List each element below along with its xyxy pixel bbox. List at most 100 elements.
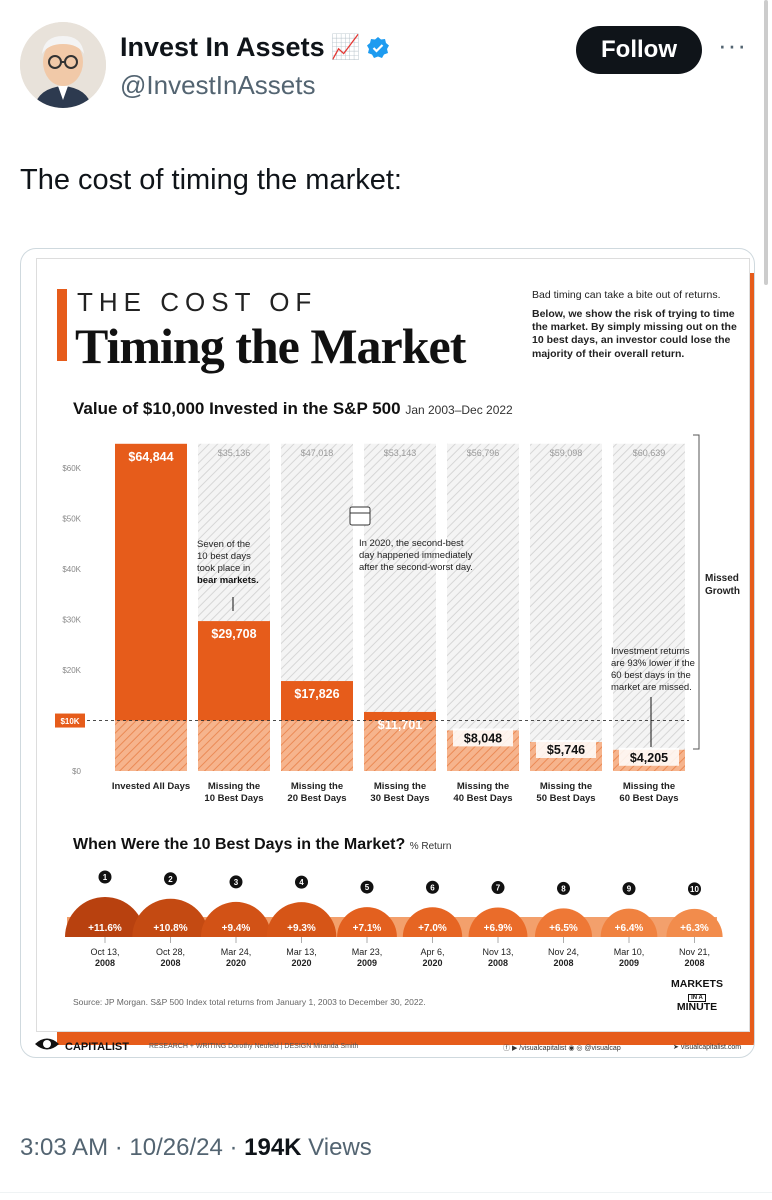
missed-growth-label: $56,796 xyxy=(467,448,500,458)
vc-social: ⓕ ▶ /visualcapitalist ◉ ◎ @visualcap xyxy=(503,1043,621,1053)
ytick-label: $50K xyxy=(62,515,81,524)
value-label-bg xyxy=(453,728,513,747)
vc-website-url: visualcapitalist.com xyxy=(680,1044,742,1051)
vc-credit: RESEARCH + WRITING Dorothy Neufeld | DES… xyxy=(149,1043,359,1050)
missed-growth-bar xyxy=(364,443,436,712)
chart-title: Value of $10,000 Invested in the S&P 500… xyxy=(73,399,513,419)
best-day-date-label: 2020 xyxy=(422,958,442,968)
best-day-date-label: 2008 xyxy=(160,958,180,968)
visual-capitalist-logo: VISUAL CAPITALIST xyxy=(33,1035,129,1053)
missed-growth-label: $35,136 xyxy=(218,448,251,458)
ytick-label: $0 xyxy=(72,767,81,776)
category-label: Missing the xyxy=(457,781,509,792)
tweet-timestamp[interactable]: 3:03 AM · 10/26/24 · 194K Views xyxy=(20,1134,372,1162)
views-label: Views xyxy=(301,1134,372,1161)
best-days-title: When Were the 10 Best Days in the Market… xyxy=(73,836,451,854)
category-label: 10 Best Days xyxy=(204,793,263,804)
category-label: 30 Best Days xyxy=(370,793,429,804)
best-day-date-label: Oct 13, xyxy=(90,947,119,957)
best-day-return-label: +9.3% xyxy=(287,923,316,934)
best-day-dome xyxy=(600,908,658,937)
rank-badge xyxy=(688,882,701,896)
chart-emoji-icon: 📈 xyxy=(330,34,361,61)
value-label: $17,826 xyxy=(294,687,339,701)
missed-growth-bar xyxy=(530,443,602,743)
vc-logo-line-1: VISUAL xyxy=(65,1035,91,1042)
rank-badge xyxy=(426,880,439,894)
timestamp-text[interactable]: 3:03 AM · 10/26/24 · xyxy=(20,1134,245,1161)
best-day-dome xyxy=(132,898,209,937)
ytick-label: $40K xyxy=(62,565,81,574)
rank-badge xyxy=(98,870,112,884)
visual-capitalist-eye-icon xyxy=(35,1038,59,1050)
rank-badge xyxy=(164,872,177,886)
rank-label: 8 xyxy=(561,884,566,893)
blurb-line-1: Bad timing can take a bite out of return… xyxy=(532,289,721,301)
tweet-text: The cost of timing the market: xyxy=(20,164,402,196)
best-day-date-label: Mar 13, xyxy=(286,947,317,957)
annotation-93pct-line-3: 60 best days in the xyxy=(611,670,691,681)
ytick-label: $10K xyxy=(60,717,79,726)
author-name[interactable]: Invest In Assets xyxy=(120,32,325,62)
vc-website: ➤ visualcapitalist.com xyxy=(673,1043,741,1051)
best-day-return-label: +9.4% xyxy=(222,923,251,934)
best-day-return-label: +6.9% xyxy=(484,923,513,934)
infographic-title-small: THE COST OF xyxy=(77,287,318,317)
annotation-bear-markets-line-2: 10 best days xyxy=(197,551,251,562)
infographic-title: Timing the Market xyxy=(75,318,466,374)
avatar-portrait-icon xyxy=(20,22,106,108)
rank-label: 10 xyxy=(690,885,699,894)
rank-badge xyxy=(622,882,636,896)
infographic: THE COST OF Timing the Market Bad timing… xyxy=(37,259,749,1031)
best-day-dome xyxy=(534,908,593,937)
rank-label: 9 xyxy=(627,885,632,894)
annotation-93pct-line-1: Investment returns xyxy=(611,646,690,657)
best-day-date-label: 2008 xyxy=(553,958,573,968)
best-day-date-label: 2008 xyxy=(95,958,115,968)
tweet-image[interactable]: THE COST OF Timing the Market Bad timing… xyxy=(20,248,755,1058)
value-bar-chart: $0 $10K $20K $30K $40K $50K $60K $64,844 Invest… xyxy=(55,434,740,804)
follow-button[interactable]: Follow xyxy=(576,26,702,74)
best-day-date-label: Apr 6, xyxy=(420,947,444,957)
author-name-row[interactable]: Invest In Assets 📈 xyxy=(120,32,390,63)
chart-subtitle: Jan 2003–Dec 2022 xyxy=(405,403,513,417)
ytick-label: $60K xyxy=(62,464,81,473)
value-bar-base xyxy=(364,720,436,771)
category-label: Missing the xyxy=(291,781,343,792)
value-label: $11,701 xyxy=(378,718,423,732)
category-label: Invested All Days xyxy=(112,781,190,792)
value-bar xyxy=(364,711,436,721)
best-day-date-label: Nov 13, xyxy=(482,947,513,957)
author-avatar[interactable] xyxy=(20,22,106,108)
value-bar-base xyxy=(198,720,270,771)
missed-growth-label: $60,639 xyxy=(633,448,666,458)
rank-label: 4 xyxy=(299,878,304,887)
category-label: Missing the xyxy=(623,781,675,792)
category-label: 60 Best Days xyxy=(619,793,678,804)
rank-label: 1 xyxy=(103,873,108,882)
value-label: $29,708 xyxy=(211,627,256,641)
author-handle[interactable]: @InvestInAssets xyxy=(120,70,316,100)
best-day-return-label: +6.4% xyxy=(615,923,644,934)
views-count: 194K xyxy=(244,1134,302,1161)
annotation-2020-line-1: In 2020, the second-best xyxy=(359,538,464,549)
chart-title-text: Value of $10,000 Invested in the S&P 500 xyxy=(73,399,401,418)
blurb-line-2: Below, we show the risk of trying to tim… xyxy=(532,308,737,360)
more-options-icon[interactable]: ··· xyxy=(718,30,747,60)
best-day-date-label: 2008 xyxy=(488,958,508,968)
ytick-label: $30K xyxy=(62,616,81,625)
verified-badge-icon xyxy=(367,36,390,58)
best-day-date-label: Nov 24, xyxy=(548,947,579,957)
ytick-label: $20K xyxy=(62,666,81,675)
best-day-date-label: 2008 xyxy=(684,958,704,968)
vc-logo-line-2: CAPITALIST xyxy=(65,1041,129,1053)
best-day-return-label: +7.0% xyxy=(418,923,447,934)
scrollbar[interactable] xyxy=(764,0,768,285)
best-day-date-label: 2009 xyxy=(619,958,639,968)
source-note: Source: JP Morgan. S&P 500 Index total r… xyxy=(73,997,426,1007)
best-day-dome xyxy=(402,907,463,937)
value-bar-base xyxy=(115,720,187,771)
markets-in-a-minute-logo: MARKETS IN A MINUTE xyxy=(657,978,737,1014)
rank-badge xyxy=(295,875,308,889)
